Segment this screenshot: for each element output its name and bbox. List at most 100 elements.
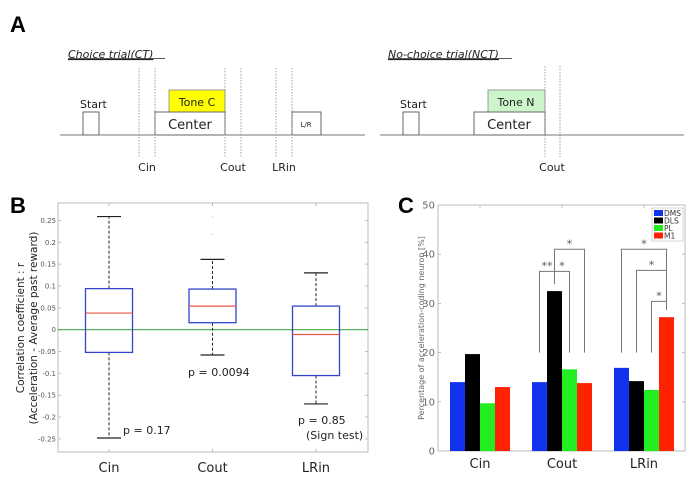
- c-bar-pl-cout: [562, 369, 577, 451]
- b-ytick-label: 0.25: [40, 217, 56, 225]
- b-annotation-cout-p: p = 0.0094: [188, 366, 250, 379]
- b-ytick-label: -0.2: [42, 414, 56, 422]
- nct-start-box: [402, 111, 420, 136]
- c-sig-bracket-line: [636, 269, 667, 353]
- c-bars: [450, 291, 674, 451]
- c-legend-label-dls: DLS: [664, 216, 679, 225]
- c-ytick-label: 20: [422, 348, 435, 359]
- b-box-cin: [84, 215, 134, 439]
- choice-trial-title: Choice trial(CT): [68, 48, 153, 61]
- c-bar-dls-cout: [547, 291, 562, 451]
- b-category-label: Cout: [197, 461, 227, 476]
- nct-start-label: Start: [400, 98, 428, 111]
- ct-event-lrin: LRin: [272, 161, 296, 174]
- c-ytick-label: 40: [422, 250, 435, 261]
- ct-event-cout: Cout: [220, 161, 246, 174]
- b-boxes: [84, 215, 341, 439]
- c-bar-dms-lrin: [614, 367, 629, 451]
- b-ytick-label: 0: [52, 326, 56, 334]
- ct-lr-label: L/R: [300, 121, 311, 129]
- c-category-label: Cin: [470, 457, 491, 472]
- panel-a-letter: A: [10, 12, 26, 37]
- b-iqr-box: [84, 287, 134, 354]
- nct-tone-label: Tone N: [496, 96, 534, 109]
- c-sig-star: *: [656, 289, 662, 302]
- no-choice-trial-title: No-choice trial(NCT): [388, 48, 499, 61]
- c-ytick-label: 0: [429, 447, 435, 458]
- c-bar-pl-cin: [480, 403, 495, 451]
- c-bar-m1-cin: [495, 387, 510, 451]
- b-category-label: LRin: [302, 461, 330, 476]
- c-legend-swatch-dms: [654, 210, 663, 216]
- nct-event-cout: Cout: [539, 161, 565, 174]
- c-sig-star: *: [641, 237, 647, 250]
- c-sig-star: **: [542, 259, 554, 272]
- c-y-axis: 0 10 20 30 40 50: [422, 201, 685, 458]
- c-bar-m1-cout: [577, 383, 592, 451]
- b-ytick-label: 0.05: [40, 304, 56, 312]
- c-sig-star: *: [567, 237, 573, 250]
- panel-c-letter: C: [398, 193, 414, 218]
- ct-start-label: Start: [80, 98, 108, 111]
- c-bar-dls-lrin: [629, 381, 644, 451]
- c-bar-dms-cout: [532, 382, 547, 451]
- b-ytick-label: -0.1: [42, 370, 56, 378]
- b-iqr-box: [291, 305, 341, 377]
- c-sig-star: *: [649, 258, 655, 271]
- b-box-lrin: [291, 272, 341, 405]
- ct-start-box: [82, 111, 100, 136]
- b-ytick-label: -0.25: [38, 435, 56, 443]
- c-legend-label-m1: M1: [664, 231, 675, 240]
- b-ytick-label: 0.2: [45, 239, 56, 247]
- b-ylabel-line2: (Acceleration - Average past reward): [28, 232, 40, 425]
- b-y-axis: 0.25 0.2 0.15 0.1 0.05 0 -0.05 -0.1 -0.15 -0.2 -0.…: [38, 217, 368, 443]
- c-ytick-label: 30: [422, 299, 435, 310]
- b-ytick-label: 0.1: [45, 283, 56, 291]
- c-legend-swatch-m1: [654, 232, 663, 239]
- c-sig-star: *: [559, 259, 565, 272]
- b-outlier-point: [211, 216, 214, 219]
- c-legend-label-dms: DMS: [664, 209, 681, 218]
- b-outlier-point: [211, 233, 214, 235]
- panel-c: C Percentage of acceleration-coding neur…: [398, 193, 686, 472]
- c-legend-swatch-pl: [654, 225, 663, 231]
- choice-trial-diagram: Choice trial(CT) Start Tone C Center L/R…: [60, 48, 352, 174]
- ct-event-cin: Cin: [138, 161, 156, 174]
- c-category-label: Cout: [547, 457, 577, 472]
- c-ylabel: Percentage of acceleration-coding neuron…: [417, 236, 426, 420]
- c-ytick-label: 10: [422, 397, 435, 408]
- b-annotation-sign-test: (Sign test): [306, 429, 363, 442]
- b-ytick-label: 0.15: [40, 261, 56, 269]
- b-category-label: Cin: [99, 461, 120, 476]
- b-x-axis: Cin Cout LRin: [99, 203, 330, 476]
- b-ylabel-line1: Correlation coefficient : r: [15, 262, 27, 393]
- b-box-cout: [188, 216, 237, 356]
- c-sig-bracket-line: [651, 300, 667, 353]
- c-legend-label-pl: PL: [664, 224, 674, 233]
- panel-b: B Correlation coefficient : r (Accelerat…: [10, 193, 369, 476]
- no-choice-trial-diagram: No-choice trial(NCT) Start Tone N Center…: [350, 48, 684, 174]
- c-bar-pl-lrin: [644, 389, 659, 451]
- c-bar-dms-cin: [450, 382, 465, 451]
- c-sig-bracket-line: [554, 248, 585, 353]
- c-sig-bracket: *: [554, 237, 585, 353]
- c-ytick-label: 50: [422, 201, 435, 212]
- panel-a: A Choice trial(CT) Start Tone C Center L…: [10, 12, 684, 174]
- c-significance-brackets: ** ** ***: [539, 237, 667, 353]
- c-sig-bracket: *: [636, 258, 667, 353]
- c-bar-m1-lrin: [659, 317, 674, 451]
- c-category-label: LRin: [630, 457, 658, 472]
- panel-b-letter: B: [10, 193, 26, 218]
- c-legend-swatch-dls: [654, 217, 663, 224]
- b-annotation-cin-p: p = 0.17: [123, 424, 171, 437]
- c-bar-dls-cin: [465, 354, 480, 451]
- nct-event-markers: [544, 66, 561, 157]
- nct-center-label: Center: [487, 118, 531, 133]
- c-x-axis: Cin Cout LRin: [470, 205, 658, 472]
- ct-tone-label: Tone C: [178, 96, 216, 109]
- c-sig-bracket: *: [651, 289, 667, 353]
- ct-center-label: Center: [168, 118, 212, 133]
- b-ytick-label: -0.15: [38, 392, 56, 400]
